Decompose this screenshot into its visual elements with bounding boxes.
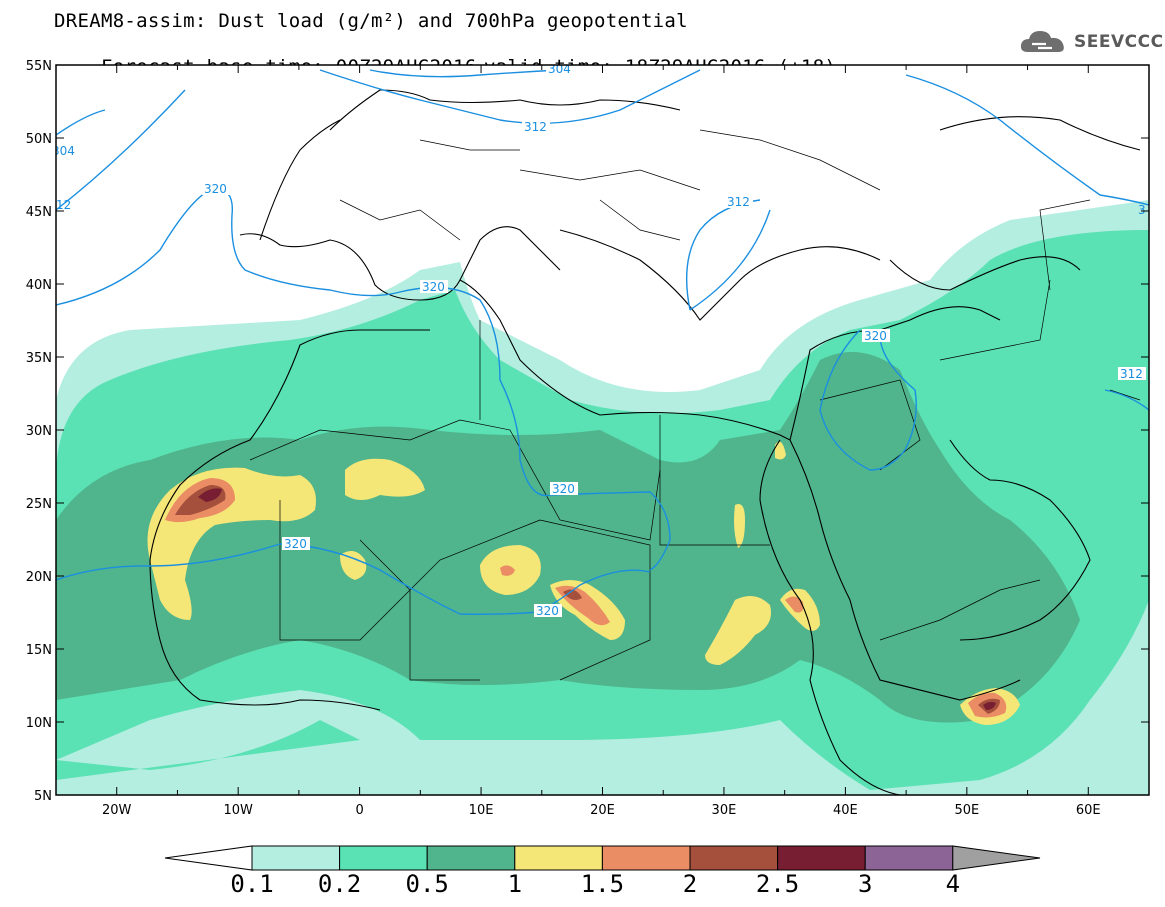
colorbar-label: 2 — [683, 870, 697, 898]
colorbar-label: 1.5 — [581, 870, 624, 898]
contour-label: 320 — [204, 182, 227, 196]
colorbar-label: 0.1 — [230, 870, 273, 898]
lon-tick-label: 60E — [1076, 803, 1101, 818]
lat-tick-label: 5N — [34, 789, 52, 804]
lat-tick-label: 30N — [26, 424, 52, 439]
lat-tick-label: 25N — [26, 497, 52, 512]
map-title: DREAM8-assim: Dust load (g/m²) and 700hP… — [54, 10, 688, 32]
lon-tick-label: 50E — [954, 803, 979, 818]
colorbar-box — [426, 845, 516, 871]
colorbar-label: 4 — [946, 870, 960, 898]
contour-label: 312 — [1120, 367, 1143, 381]
lat-tick-label: 55N — [26, 59, 52, 74]
map-plot-area: 304 312 320 320 320 320 320 312 320 312 — [52, 62, 1149, 795]
contour-label: 304 — [548, 62, 571, 76]
lon-tick-label: 10W — [223, 803, 253, 818]
coastlines — [149, 89, 1141, 795]
contour-label: 320 — [284, 537, 307, 551]
longitude-axis: 20W 10W 0 10E 20E 30E 40E 50E 60E — [55, 65, 1150, 818]
colorbar-box — [689, 845, 779, 871]
contour-labels: 304 312 320 320 320 320 320 312 320 312 — [52, 62, 1146, 618]
colorbar-box — [339, 845, 428, 871]
contour-label: 320 — [422, 280, 445, 294]
lon-tick-label: 40E — [833, 803, 858, 818]
cloud-icon — [1020, 31, 1064, 52]
contour-label: 3 — [1138, 203, 1146, 217]
lon-tick-label: 0 — [355, 803, 363, 818]
contour-label: 312 — [727, 195, 750, 209]
contour-label: 312 — [524, 120, 547, 134]
colorbar-box — [864, 845, 954, 871]
lat-tick-label: 20N — [26, 570, 52, 585]
lat-tick-label: 15N — [26, 643, 52, 658]
country-borders — [249, 129, 1141, 681]
contour-label: 320 — [552, 482, 575, 496]
contour-label: 304 — [52, 144, 75, 158]
lat-tick-label: 35N — [26, 351, 52, 366]
latitude-axis: 55N 50N 45N 40N 35N 30N 25N 20N 15N 10N 5N — [26, 59, 1149, 804]
colorbar-low-triangle — [164, 845, 253, 871]
lon-tick-label: 20E — [590, 803, 615, 818]
colorbar-box — [514, 845, 603, 871]
seevccc-logo: SEEVCCC — [1018, 26, 1164, 58]
colorbar-box — [777, 845, 866, 871]
lon-tick-label: 20W — [102, 803, 132, 818]
dust-field-2.5 — [198, 488, 996, 710]
colorbar-high-triangle — [952, 845, 1041, 871]
lat-tick-label: 45N — [26, 205, 52, 220]
colorbar-box — [601, 845, 691, 871]
lat-tick-label: 50N — [26, 132, 52, 147]
lat-tick-label: 40N — [26, 278, 52, 293]
dust-field-0.5 — [56, 352, 1080, 723]
contour-label: 320 — [864, 329, 887, 343]
colorbar-label: 1 — [508, 870, 522, 898]
contour-label: 12 — [56, 198, 71, 212]
colorbar-label: 0.5 — [406, 870, 449, 898]
lon-tick-label: 10E — [469, 803, 494, 818]
colorbar-label: 0.2 — [318, 870, 361, 898]
logo-text: SEEVCCC — [1074, 32, 1164, 52]
colorbar-label: 2.5 — [756, 870, 799, 898]
lon-tick-label: 30E — [712, 803, 737, 818]
contour-label: 320 — [536, 604, 559, 618]
colorbar-box — [251, 845, 341, 871]
lat-tick-label: 10N — [26, 716, 52, 731]
colorbar-label: 3 — [858, 870, 872, 898]
